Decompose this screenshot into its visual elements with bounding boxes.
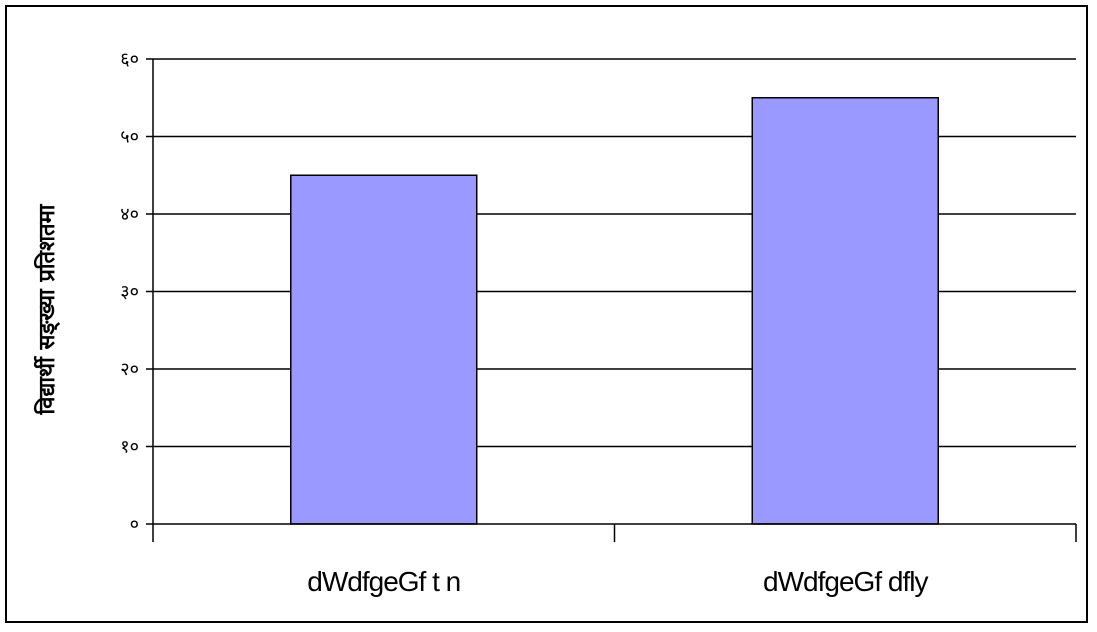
- y-tick-label: ४०: [120, 204, 139, 225]
- bars: [290, 97, 939, 525]
- y-tick-labels: ० १० २० ३० ४० ५० ६०: [120, 49, 139, 535]
- y-tick-label: ६०: [120, 49, 139, 70]
- bar: [290, 174, 478, 525]
- axes: [146, 58, 1077, 542]
- bar: [751, 97, 939, 525]
- x-category-label: dWdfgeGf dfly: [763, 566, 928, 597]
- y-axis-title: विद्यार्थी सङ्ख्या प्रतिशतमा: [33, 203, 61, 415]
- y-tick-label: ३०: [120, 282, 139, 303]
- y-tick-label: २०: [120, 359, 139, 380]
- x-category-labels: dWdfgeGf t n dWdfgeGf dfly: [307, 566, 929, 597]
- y-tick-label: १०: [120, 437, 139, 458]
- x-category-label: dWdfgeGf t n: [307, 566, 460, 597]
- y-tick-label: ५०: [120, 127, 139, 148]
- y-tick-label: ०: [130, 514, 139, 535]
